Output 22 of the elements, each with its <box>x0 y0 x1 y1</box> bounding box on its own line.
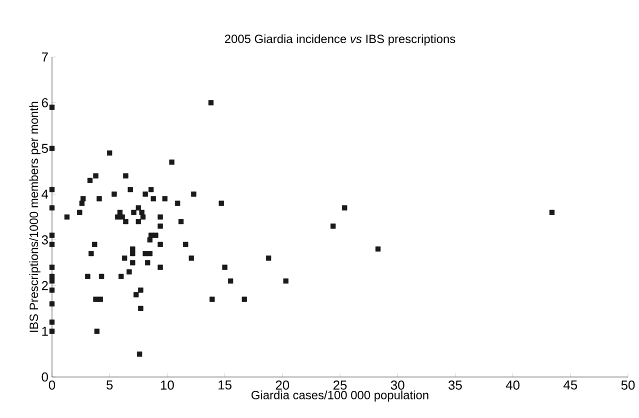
chart-title: 2005 Giardia incidence vs IBS prescriptions <box>224 34 456 46</box>
x-tick-label: 35 <box>448 380 462 390</box>
y-tick-label: 7 <box>42 52 48 62</box>
y-tick-label: 2 <box>42 281 48 290</box>
y-tick-label: 3 <box>42 235 48 244</box>
x-tick-label: 45 <box>563 380 578 390</box>
x-tick-label: 25 <box>333 380 347 390</box>
y-tick-label: 1 <box>42 326 48 336</box>
x-tick-label: 15 <box>218 380 232 390</box>
y-tick-label: 5 <box>42 144 48 153</box>
x-tick-label: 50 <box>621 380 635 390</box>
x-tick-label: 40 <box>506 380 520 390</box>
x-tick-label: 5 <box>106 380 113 390</box>
y-tick-label: 6 <box>42 98 48 108</box>
x-tick-label: 0 <box>48 380 56 390</box>
x-tick-label: 20 <box>276 380 290 390</box>
y-axis-title: IBS Prescriptions/1000 members per month <box>29 102 40 332</box>
y-tick-label: 4 <box>42 190 48 199</box>
x-tick-label: 30 <box>390 380 404 390</box>
x-tick-label: 10 <box>160 380 174 390</box>
y-tick-label: 0 <box>42 372 48 382</box>
x-axis-title: Giardia cases/100 000 population <box>252 390 428 402</box>
